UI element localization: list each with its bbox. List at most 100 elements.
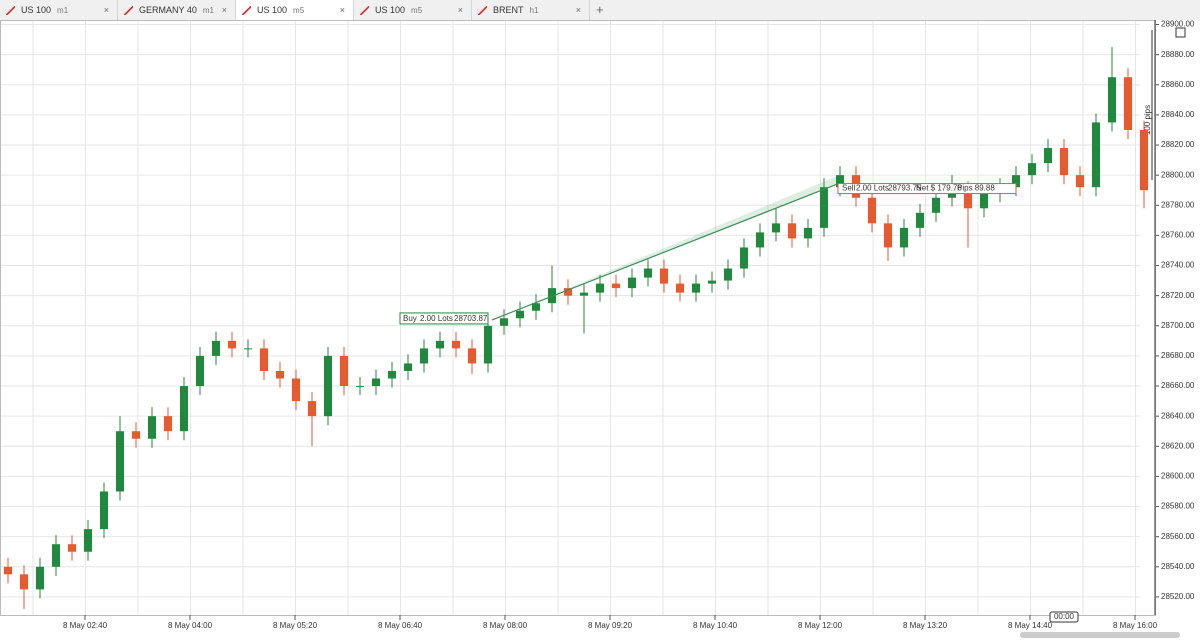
candle-body xyxy=(212,340,220,356)
trade-band xyxy=(492,176,836,320)
candle-body xyxy=(468,348,476,364)
tab[interactable]: US 100 m5 × xyxy=(236,0,354,20)
y-tick-label: 28620.00 xyxy=(1161,441,1195,450)
candle-body xyxy=(756,232,764,248)
x-tick-label: 8 May 09:20 xyxy=(588,621,633,630)
trade-line xyxy=(491,184,837,321)
candle-body xyxy=(580,292,588,296)
tab[interactable]: GERMANY 40 m1 × xyxy=(118,0,236,20)
candle-body xyxy=(900,227,908,248)
sell-net: Net $ 179.76 xyxy=(916,184,962,193)
candle-body xyxy=(132,431,140,439)
candle-body xyxy=(1028,163,1036,176)
candle-body xyxy=(1044,148,1052,164)
x-tick-label: 8 May 10:40 xyxy=(693,621,738,630)
chart-bg xyxy=(0,20,1200,642)
scrollbar xyxy=(1020,632,1180,638)
candle-body xyxy=(548,288,556,304)
sell-price: 28793.75 xyxy=(888,184,922,193)
tab-bar: US 100 m1 × GERMANY 40 m1 × US 100 m5 × US 100 m5 ×… xyxy=(0,0,1200,21)
y-tick-label: 28540.00 xyxy=(1161,562,1195,571)
x-tick-label: 8 May 14:40 xyxy=(1008,621,1053,630)
y-tick-label: 28640.00 xyxy=(1161,411,1195,420)
candle-body xyxy=(532,303,540,311)
candle-body xyxy=(372,378,380,387)
y-tick-label: 28820.00 xyxy=(1161,140,1195,149)
chart: 28520.00 28540.00 28560.00 28580.00 28600.00… xyxy=(0,20,1200,642)
candle-body xyxy=(36,566,44,590)
candle-body xyxy=(884,223,892,248)
candle-body xyxy=(340,355,348,387)
tab-timeframe: m5 xyxy=(411,5,423,15)
add-tab[interactable]: + xyxy=(596,2,604,17)
buy-lots: 2.00 Lots xyxy=(420,314,453,323)
candle-body xyxy=(388,370,396,379)
sell-pips: Pips 89.88 xyxy=(957,184,995,193)
candle-body xyxy=(436,340,444,349)
candle-body xyxy=(148,416,156,439)
candle-body xyxy=(836,175,844,188)
candle-body xyxy=(1012,175,1020,188)
y-tick-label: 28860.00 xyxy=(1161,80,1195,89)
candle-body xyxy=(116,431,124,492)
y-tick-label: 28600.00 xyxy=(1161,472,1195,481)
sell-side: Sell xyxy=(842,184,856,193)
candle-body xyxy=(980,193,988,209)
tab-symbol: US 100 xyxy=(257,5,288,15)
buy-box xyxy=(399,312,489,325)
x-tick-label: 8 May 02:40 xyxy=(63,621,108,630)
candle-body xyxy=(1140,129,1148,191)
tab-symbol: BRENT xyxy=(493,5,524,15)
tab-icon xyxy=(242,5,251,15)
tab-close: × xyxy=(575,5,581,15)
buy-price: 28703.87 xyxy=(454,314,488,323)
y-tick-label: 28900.00 xyxy=(1161,20,1195,29)
candle-body xyxy=(516,310,524,319)
candle-body xyxy=(244,348,252,350)
candle-body xyxy=(100,491,108,530)
candle-body xyxy=(1076,175,1084,188)
tab-symbol: GERMANY 40 xyxy=(139,5,197,15)
candle-body xyxy=(1124,77,1132,130)
x-tick-label: 8 May 04:00 xyxy=(168,621,213,630)
y-tick-label: 28660.00 xyxy=(1161,381,1195,390)
tab-timeframe: m5 xyxy=(293,5,305,15)
y-tick-label: 28740.00 xyxy=(1161,261,1195,270)
tab[interactable]: US 100 m5 × xyxy=(354,0,472,20)
y-tick-label: 28720.00 xyxy=(1161,291,1195,300)
x-tick-label: 8 May 08:00 xyxy=(483,621,528,630)
sell-lots: 2.00 Lots xyxy=(856,184,889,193)
pips-label: 100 pips xyxy=(1143,105,1152,135)
candle-body xyxy=(612,283,620,289)
y-tick-label: 28520.00 xyxy=(1161,592,1195,601)
candle-body xyxy=(1060,148,1068,176)
time-marker: 00:00 xyxy=(1054,612,1075,621)
candle-body xyxy=(420,348,428,364)
y-tick-label: 28760.00 xyxy=(1161,231,1195,240)
candle-body xyxy=(964,190,972,209)
tab-timeframe: m1 xyxy=(57,5,69,15)
x-tick-label: 8 May 06:40 xyxy=(378,621,423,630)
candle-body xyxy=(52,544,60,567)
candle-body xyxy=(740,247,748,269)
candle-body xyxy=(324,355,332,417)
y-tick-label: 28840.00 xyxy=(1161,110,1195,119)
candle-body xyxy=(628,277,636,289)
candle-body xyxy=(868,197,876,224)
y-tick-label: 28680.00 xyxy=(1161,351,1195,360)
candle-body xyxy=(676,283,684,293)
candle-body xyxy=(260,348,268,371)
tab[interactable]: US 100 m1 × xyxy=(0,0,118,20)
candle-body xyxy=(788,223,796,239)
tab[interactable]: BRENT h1 × xyxy=(472,0,590,20)
x-tick-label: 8 May 16:00 xyxy=(1113,621,1158,630)
candle-body xyxy=(68,544,76,552)
candle-body xyxy=(308,401,316,417)
candle-body xyxy=(356,386,364,388)
candle-body xyxy=(500,318,508,326)
tab-close: × xyxy=(103,5,109,15)
candle-body xyxy=(20,574,28,590)
y-tick-label: 28580.00 xyxy=(1161,502,1195,511)
candle-body xyxy=(292,378,300,402)
